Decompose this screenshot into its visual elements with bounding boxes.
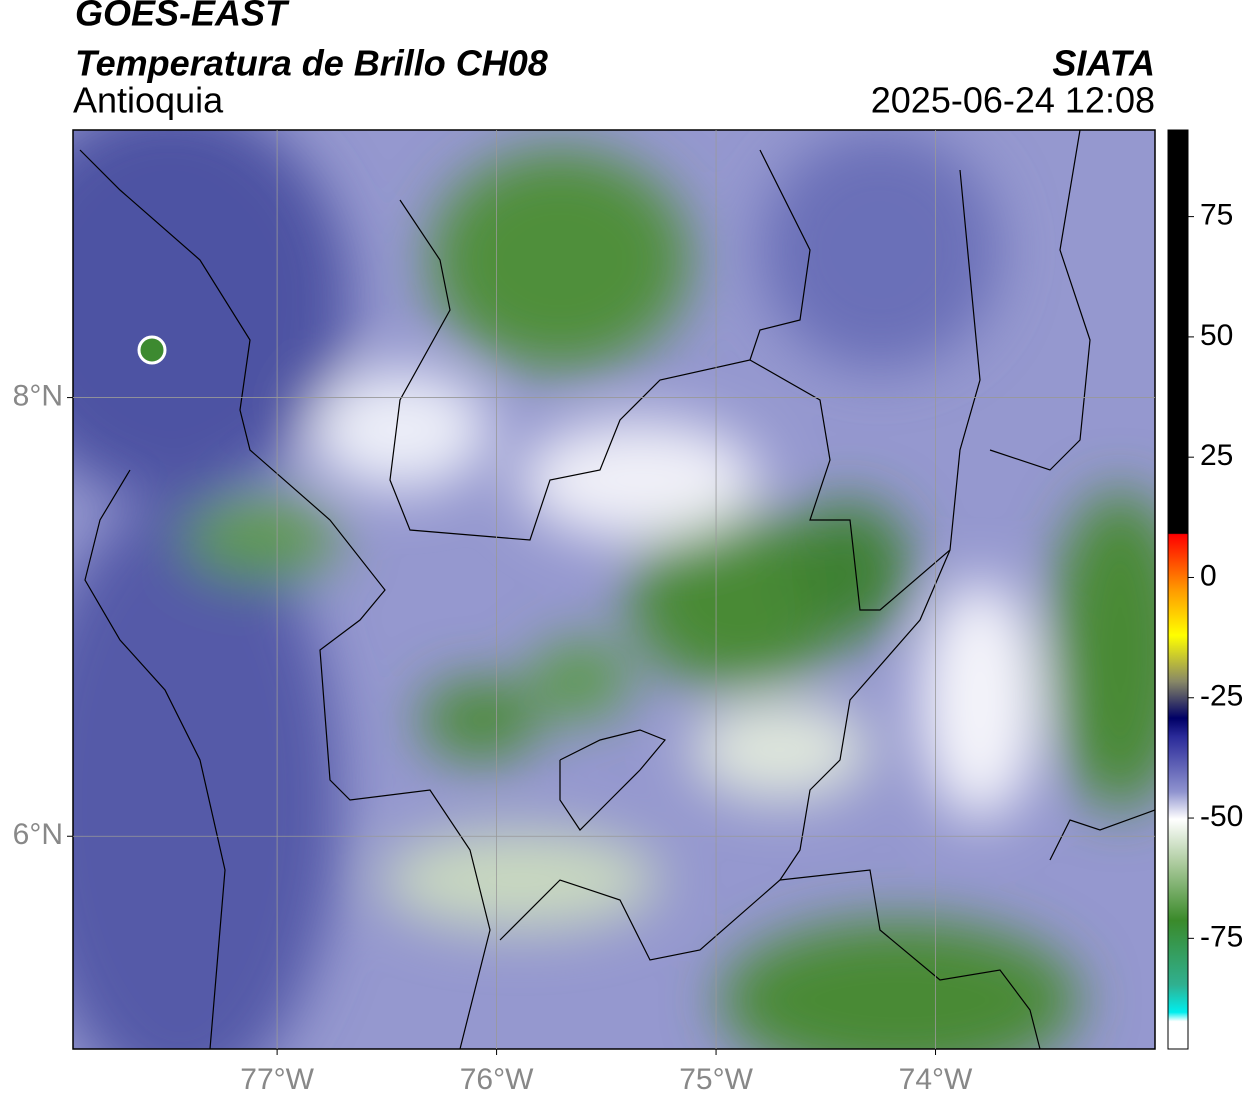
colorbar-tick-label: -50 xyxy=(1200,800,1243,833)
datetime: 2025-06-24 12:08 xyxy=(871,80,1155,121)
map-frame xyxy=(72,129,1156,1050)
map-field xyxy=(73,130,1155,1049)
y-tick-label: 6°N xyxy=(13,818,63,851)
x-tick-label: 75°W xyxy=(679,1063,753,1096)
colorbar-tick-label: 75 xyxy=(1200,199,1233,232)
colorbar-tick-label: -75 xyxy=(1200,920,1243,953)
colorbar-tick-label: 25 xyxy=(1200,439,1233,472)
satellite-title: GOES-EAST xyxy=(75,0,290,34)
region: Antioquia xyxy=(73,80,224,121)
x-tick-label: 74°W xyxy=(899,1063,973,1096)
x-tick-label: 77°W xyxy=(240,1063,314,1096)
colorbar xyxy=(1167,129,1189,1050)
product-title: Temperatura de Brillo CH08 xyxy=(75,43,548,84)
source: SIATA xyxy=(1052,43,1155,84)
x-tick-label: 76°W xyxy=(460,1063,534,1096)
colorbar-tick-label: 0 xyxy=(1200,559,1217,592)
colorbar-tick-label: 50 xyxy=(1200,319,1233,352)
y-tick-label: 8°N xyxy=(13,380,63,413)
colorbar-tick-label: -25 xyxy=(1200,680,1243,713)
